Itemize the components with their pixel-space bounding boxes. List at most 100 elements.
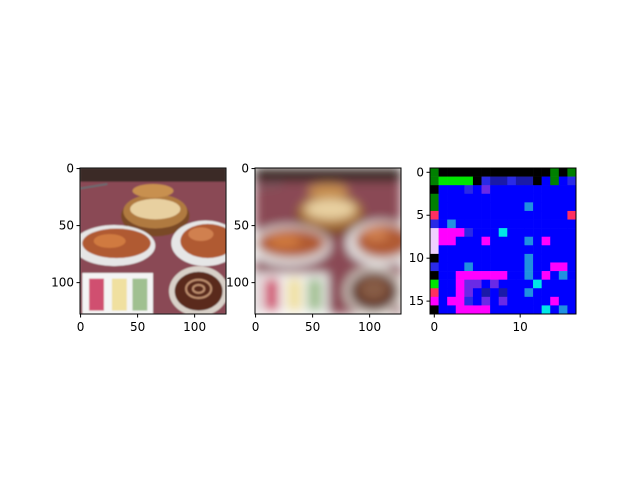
x-tick-label: 10	[513, 320, 528, 334]
grid-cell	[455, 262, 465, 272]
grid-cell	[464, 279, 474, 289]
grid-cell	[567, 253, 576, 263]
grid-cell	[507, 228, 517, 238]
sauce-swirl	[360, 278, 388, 300]
grid-cell	[438, 176, 448, 186]
grid-cell	[550, 185, 560, 195]
grid-cell	[481, 176, 491, 186]
latent-grid	[430, 168, 576, 314]
grid-cell	[558, 245, 568, 255]
grid-cell	[490, 168, 500, 177]
x-tick-label: 0	[77, 320, 85, 334]
grid-cell	[533, 210, 542, 220]
grid-cell	[498, 210, 508, 220]
grid-cell	[567, 176, 576, 186]
grid-cell	[430, 228, 439, 238]
grid-cell	[533, 219, 542, 229]
grid-cell	[464, 305, 474, 314]
grid-cell	[533, 279, 542, 289]
grid-cell	[533, 176, 542, 186]
grid-cell	[481, 185, 491, 195]
grid-cell	[438, 210, 448, 220]
grid-cell	[524, 271, 534, 280]
axes-frame	[429, 167, 577, 315]
grid-cell	[438, 253, 448, 263]
grid-cell	[541, 305, 551, 314]
grid-cell	[515, 176, 525, 186]
grid-cell	[558, 279, 568, 289]
grid-cell	[498, 168, 508, 177]
grid-cell	[472, 202, 482, 212]
grid-cell	[541, 176, 551, 186]
grid-cell	[472, 279, 482, 289]
grid-cell	[472, 271, 482, 280]
panel-original: 0 50 100 0 50 100	[51, 162, 227, 334]
grid-cell	[541, 296, 551, 306]
grid-cell	[515, 288, 525, 298]
grid-cell	[515, 262, 525, 272]
grid-cell	[481, 288, 491, 298]
grid-cell	[507, 296, 517, 306]
grid-cell	[481, 305, 491, 314]
grid-cell	[567, 271, 576, 280]
grid-cell	[455, 176, 465, 186]
tray-strip	[307, 278, 323, 311]
grid-cell	[430, 253, 439, 263]
grid-cell	[472, 219, 482, 229]
grid-cell	[524, 245, 534, 255]
grid-cell	[447, 210, 457, 220]
grid-cell	[558, 219, 568, 229]
grid-cell	[567, 228, 576, 238]
sauce	[174, 271, 223, 311]
grid-cell	[447, 271, 457, 280]
panel-reconstruction-ticks: 0 50 100 0 50 100	[226, 162, 381, 334]
grid-cell	[455, 253, 465, 263]
grid-cell	[567, 193, 576, 203]
grid-cell	[430, 296, 439, 306]
grid-cell	[541, 245, 551, 255]
grid-cell	[455, 219, 465, 229]
grid-cell	[498, 219, 508, 229]
grid-cell	[498, 236, 508, 246]
axes-frame	[79, 167, 227, 315]
y-tick-label: 0	[66, 162, 74, 176]
x-tick-label: 100	[183, 320, 206, 334]
grid-cell	[524, 279, 534, 289]
grid-cell	[498, 185, 508, 195]
grid-cell	[541, 236, 551, 246]
grid-cell	[472, 236, 482, 246]
grid-cell	[481, 253, 491, 263]
grid-cell	[533, 245, 542, 255]
grid-cell	[567, 210, 576, 220]
y-tick-label: 0	[416, 165, 424, 179]
grid-cell	[438, 185, 448, 195]
grid-cell	[541, 253, 551, 263]
grid-cell	[507, 193, 517, 203]
grid-cell	[567, 202, 576, 212]
grid-cell	[455, 185, 465, 195]
grid-cell	[481, 210, 491, 220]
x-tick-label: 50	[130, 320, 145, 334]
grid-cell	[455, 210, 465, 220]
grid-cell	[481, 236, 491, 246]
grid-cell	[533, 253, 542, 263]
y-tick-label: 100	[51, 276, 74, 290]
grid-cell	[472, 296, 482, 306]
grid-cell	[430, 271, 439, 280]
grid-cell	[447, 202, 457, 212]
grid-cell	[567, 279, 576, 289]
grid-cell	[464, 296, 474, 306]
grid-cell	[533, 271, 542, 280]
grid-cell	[464, 288, 474, 298]
grid-cell	[498, 279, 508, 289]
grid-cell	[507, 185, 517, 195]
grid-cell	[533, 193, 542, 203]
grid-cell	[430, 168, 439, 177]
grid-cell	[472, 210, 482, 220]
grid-cell	[515, 228, 525, 238]
grid-cell	[490, 305, 500, 314]
grid-cell	[464, 271, 474, 280]
grid-cell	[541, 193, 551, 203]
grid-cell	[447, 168, 457, 177]
